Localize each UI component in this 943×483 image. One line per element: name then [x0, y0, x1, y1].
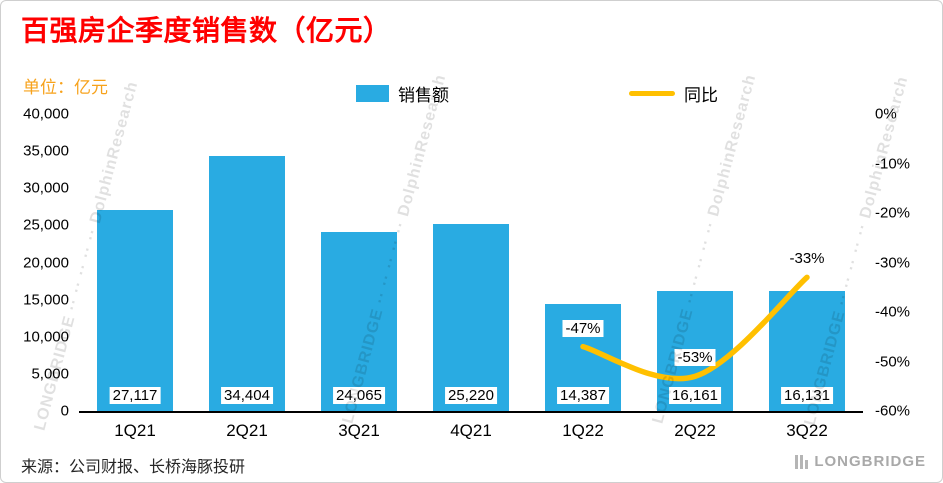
bar-2Q21 [208, 155, 286, 411]
bars: 27,117 34,404 24,065 25,220 14,387 16,161 16,1… [79, 114, 863, 411]
longbridge-logo: LONGBRIDGE [795, 453, 926, 470]
right-axis-tick: -50% [875, 353, 911, 370]
yoy-line [580, 274, 810, 382]
unit-label: 单位：亿元 [23, 78, 108, 97]
left-axis-tick: 30,000 [23, 179, 69, 197]
bar-value-label: 16,131 [781, 387, 833, 404]
bar-value-label: 16,161 [669, 387, 721, 404]
left-axis-tick: 25,000 [23, 216, 69, 234]
line-point-label: -33% [786, 250, 828, 268]
x-axis: 1Q21 2Q21 3Q21 4Q21 1Q22 2Q22 3Q22 [79, 421, 863, 441]
bar-value-label: 25,220 [445, 387, 497, 404]
line-swatch-icon [629, 91, 675, 96]
category-label-3Q21: 3Q21 [338, 421, 380, 440]
longbridge-logo-icon [795, 454, 809, 469]
bar-value-label: 14,387 [557, 387, 609, 404]
left-axis-tick: 5,000 [31, 365, 69, 383]
category-label-1Q21: 1Q21 [114, 421, 156, 440]
bar-slot: 25,220 [415, 114, 527, 411]
category-label-4Q21: 4Q21 [450, 421, 492, 440]
bar-swatch-icon [356, 85, 389, 102]
bar-slot: 34,404 [191, 114, 303, 411]
left-axis-tick: 15,000 [23, 291, 69, 309]
right-axis-tick: -30% [875, 254, 911, 271]
bar-4Q21 [432, 223, 510, 411]
legend-sales-label: 销售额 [398, 86, 449, 105]
left-axis-tick: 10,000 [23, 328, 69, 346]
category-label-3Q22: 3Q22 [786, 421, 828, 440]
bar-slot: 16,131 [751, 114, 863, 411]
plot-area: 27,117 34,404 24,065 25,220 14,387 16,161 16,1… [79, 114, 863, 413]
legend-item-yoy: 同比 [629, 81, 718, 106]
source-note: 来源：公司财报、长桥海豚投研 [21, 459, 246, 476]
left-axis-tick: 0 [60, 402, 69, 420]
left-axis-tick: 40,000 [23, 105, 69, 123]
bar-slot: 24,065 [303, 114, 415, 411]
y-axis-left: 40,000 35,000 30,000 25,000 20,000 15,000 10,0… [7, 106, 69, 420]
bar-value-label: 34,404 [221, 387, 273, 404]
right-axis-tick: -40% [875, 303, 911, 321]
legend-yoy-label: 同比 [684, 86, 718, 105]
legend-item-sales: 销售额 [356, 81, 449, 106]
right-axis-tick: -60% [875, 402, 911, 420]
bar-1Q21 [96, 209, 174, 411]
line-point-label: -47% [562, 319, 604, 337]
right-axis-tick: -20% [875, 204, 911, 222]
left-axis-tick: 35,000 [23, 142, 69, 160]
category-label-1Q22: 1Q22 [562, 421, 604, 440]
right-axis-tick: -10% [875, 155, 911, 172]
line-point-label: -53% [674, 349, 716, 367]
longbridge-logo-text: LONGBRIDGE [814, 453, 926, 470]
left-axis-tick: 20,000 [23, 254, 69, 271]
right-axis-tick: 0% [875, 105, 897, 123]
bar-value-label: 24,065 [333, 387, 385, 404]
bar-3Q21 [320, 232, 398, 411]
category-label-2Q22: 2Q22 [674, 421, 716, 440]
bar-slot: 27,117 [79, 114, 191, 411]
category-label-2Q21: 2Q21 [226, 421, 268, 440]
page-title: 百强房企季度销售数（亿元） [21, 15, 392, 46]
bar-value-label: 27,117 [109, 387, 161, 404]
y-axis-right: 0% -10% -20% -30% -40% -50% -60% [875, 106, 937, 420]
line-series [580, 274, 810, 382]
